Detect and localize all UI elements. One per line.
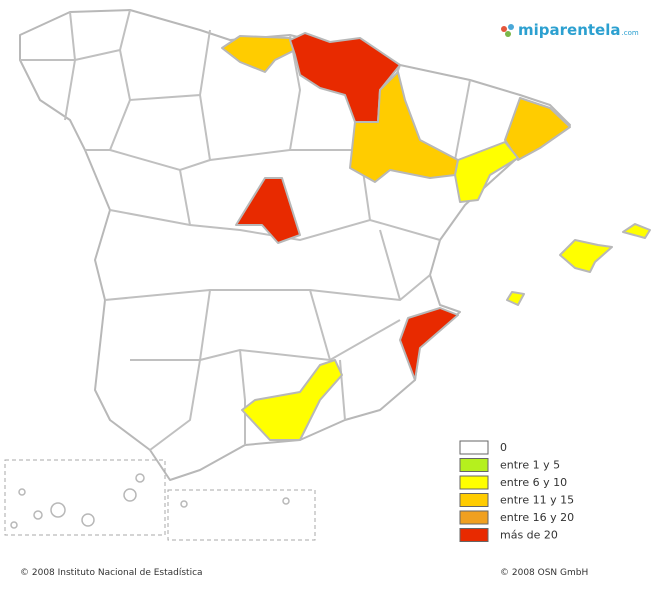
logo-suffix: .com — [622, 29, 639, 37]
legend-swatch — [459, 528, 489, 542]
legend: 0 entre 1 y 5 entre 6 y 10 entre 11 y 15 ent… — [459, 440, 574, 542]
province — [349, 71, 459, 183]
province — [506, 291, 525, 306]
islands — [10, 473, 290, 529]
legend-label: entre 6 y 10 — [500, 476, 567, 489]
legend-swatch — [459, 458, 489, 472]
legend-label: entre 11 y 15 — [500, 494, 574, 507]
legend-swatch — [459, 440, 489, 455]
province-borders — [20, 9, 471, 451]
legend-label: 0 — [500, 441, 507, 454]
province — [559, 239, 613, 273]
legend-label: entre 16 y 20 — [500, 511, 574, 524]
province — [221, 35, 296, 73]
footer-left: © 2008 Instituto Nacional de Estadística — [20, 568, 203, 578]
logo-text: miparentela — [518, 21, 621, 39]
canary-box — [4, 459, 166, 536]
province — [241, 359, 343, 441]
province — [235, 177, 301, 244]
legend-label: más de 20 — [500, 529, 558, 542]
logo: miparentela .com — [501, 21, 639, 39]
ceuta-box — [167, 489, 316, 541]
legend-swatch — [459, 475, 489, 490]
footer-right: © 2008 OSN GmbH — [500, 568, 588, 578]
province — [454, 141, 519, 203]
province — [622, 223, 651, 239]
province — [504, 97, 571, 161]
legend-swatch — [459, 493, 489, 507]
province — [399, 307, 459, 381]
legend-swatch — [459, 510, 489, 525]
legend-label: entre 1 y 5 — [500, 459, 560, 472]
